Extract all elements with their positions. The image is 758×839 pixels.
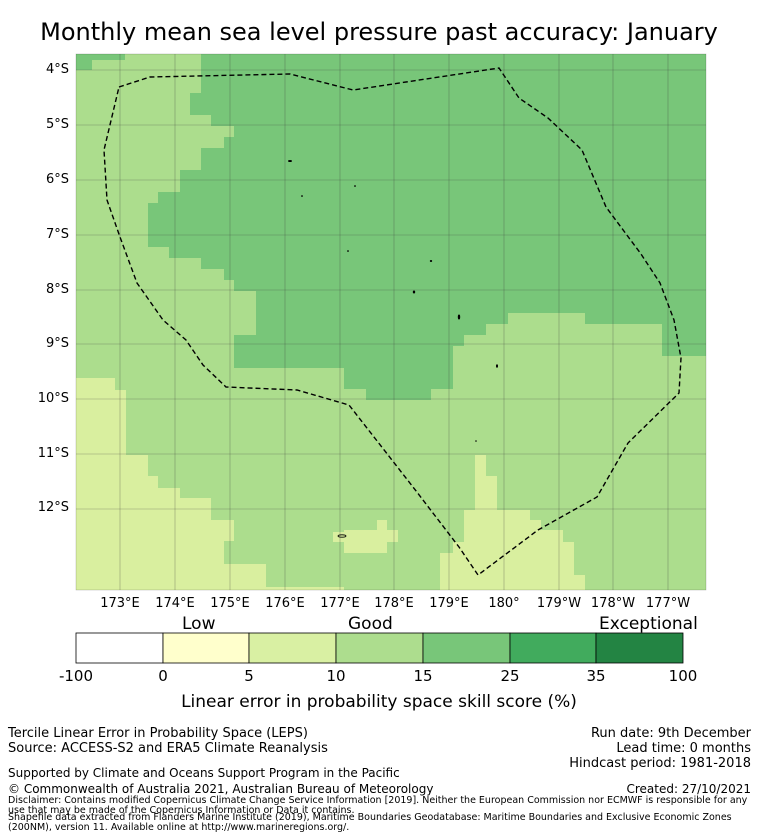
lon-label: 178°E: [374, 596, 414, 611]
lon-label: 174°E: [155, 596, 195, 611]
colorbar-tick: 10: [326, 667, 346, 685]
colorbar-tick: 35: [586, 667, 606, 685]
lon-label: 175°E: [210, 596, 250, 611]
lon-label: 177°E: [320, 596, 360, 611]
islands: [288, 160, 498, 538]
lat-label: 8°S: [45, 282, 69, 297]
lon-label: 180°: [488, 596, 520, 611]
lon-label: 178°W: [590, 596, 636, 611]
lat-label: 7°S: [45, 227, 69, 242]
shapefile-text: Shapefile data extracted from Flanders M…: [8, 812, 732, 833]
colorbar-tick: 5: [244, 667, 254, 685]
colorbar-title: Linear error in probability space skill …: [181, 692, 577, 712]
category-good: Good: [348, 614, 393, 634]
colorbar-tick: 0: [158, 667, 168, 685]
lat-label: 12°S: [37, 500, 69, 515]
lon-label: 179°W: [536, 596, 582, 611]
map-title: Monthly mean sea level pressure past acc…: [40, 18, 718, 46]
lon-label: 177°W: [645, 596, 691, 611]
good-plus-region: [148, 54, 706, 400]
lat-label: 6°S: [45, 172, 69, 187]
lon-label: 173°E: [100, 596, 140, 611]
lon-label: 179°E: [429, 596, 469, 611]
colorbar-tick: 15: [413, 667, 433, 685]
eez-boundary: [103, 67, 682, 577]
category-low: Low: [182, 614, 216, 634]
hindcast-text: Hindcast period: 1981-2018: [569, 756, 751, 771]
skill-score-raster: [76, 54, 706, 590]
lat-label: 10°S: [37, 391, 69, 406]
lat-label: 9°S: [45, 336, 69, 351]
colorbar: [75, 632, 684, 664]
colorbar-tick: -100: [58, 667, 94, 685]
graticule: [76, 54, 706, 590]
support-text: Supported by Climate and Oceans Support …: [8, 766, 400, 780]
created-text: Created: 27/10/2021: [626, 782, 751, 796]
lon-label: 176°E: [265, 596, 305, 611]
copyright-text: © Commonwealth of Australia 2021, Austra…: [8, 782, 434, 796]
lat-label: 11°S: [37, 446, 69, 461]
colorbar-tick: 25: [500, 667, 520, 685]
lead-time-text: Lead time: 0 months: [616, 741, 751, 756]
run-date-text: Run date: 9th December: [590, 726, 751, 741]
lat-label: 4°S: [45, 62, 69, 77]
colorbar-tick: 100: [668, 667, 698, 685]
category-exceptional: Exceptional: [599, 614, 698, 634]
method-text: Tercile Linear Error in Probability Spac…: [8, 726, 308, 741]
lat-label: 5°S: [45, 117, 69, 132]
map-figure: [75, 53, 707, 664]
source-text: Source: ACCESS-S2 and ERA5 Climate Reana…: [8, 741, 328, 756]
disclaimer-text: Disclaimer: Contains modified Copernicus…: [8, 795, 748, 816]
